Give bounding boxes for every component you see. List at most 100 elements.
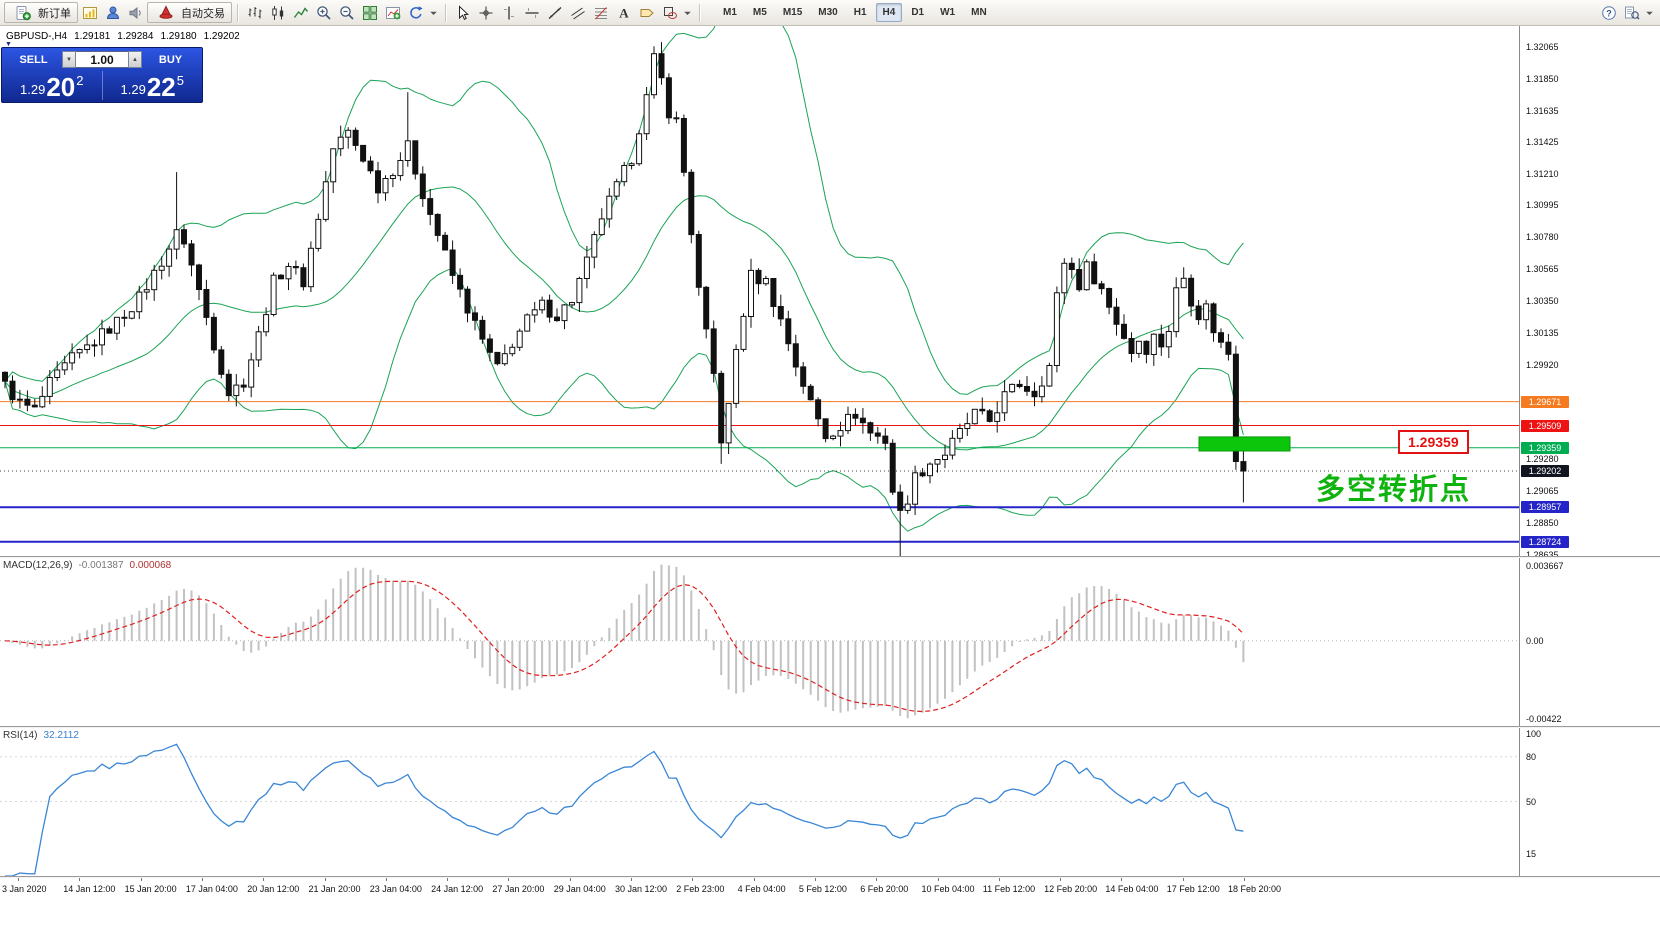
time-axis-label: 30 Jan 12:00 — [615, 884, 668, 894]
dropdown-caret-icon[interactable] — [681, 2, 694, 23]
price-axis-box: 1.29671 — [1521, 396, 1569, 408]
label-tool-icon[interactable] — [635, 2, 658, 23]
new-chart-icon[interactable] — [78, 2, 101, 23]
channel-icon[interactable] — [566, 2, 589, 23]
vertical-line-icon[interactable] — [497, 2, 520, 23]
axis-label: 1.28635 — [1526, 550, 1559, 560]
price-axis-box: 1.29359 — [1521, 442, 1569, 454]
axis-label: 1.30135 — [1526, 328, 1559, 338]
macd-panel[interactable] — [0, 557, 1519, 726]
crosshair-icon[interactable] — [474, 2, 497, 23]
time-axis-label: 17 Jan 04:00 — [185, 884, 238, 894]
axis-label: 1.31210 — [1526, 169, 1559, 179]
price-axis[interactable]: 1.32065 1.31850 1.31635 1.31425 1.31210 1.309… — [1519, 26, 1660, 877]
volume-up-button[interactable]: ▲ — [128, 51, 142, 68]
time-axis-tick — [79, 877, 81, 881]
timeframe-d1-button[interactable]: D1 — [911, 7, 925, 18]
timeframe-m5-button[interactable]: M5 — [752, 7, 767, 18]
price-axis-box: 1.29509 — [1521, 420, 1569, 432]
time-axis-tick — [998, 877, 1000, 881]
rsi-indicator-label: RSI(14) 32.2112 — [3, 730, 79, 741]
time-axis-tick — [263, 877, 265, 881]
fibonacci-icon[interactable] — [589, 2, 612, 23]
toolbar-separator — [699, 3, 700, 22]
time-axis-label: 20 Jan 12:00 — [247, 884, 300, 894]
refresh-icon[interactable] — [404, 2, 427, 23]
autotrading-button[interactable]: 自动交易 — [147, 2, 232, 23]
timeframe-h4-button[interactable]: H4 — [875, 3, 903, 22]
shapes-icon[interactable] — [658, 2, 681, 23]
horizontal-line-icon[interactable] — [520, 2, 543, 23]
turning-point-annotation[interactable]: 多空转折点 — [1316, 474, 1472, 506]
time-axis-tick — [1060, 877, 1062, 881]
help-icon[interactable]: ? — [1597, 2, 1620, 23]
time-axis[interactable]: 3 Jan 2020 14 Jan 12:00 15 Jan 20:00 17 Jan… — [0, 877, 1660, 946]
price-chart[interactable] — [0, 26, 1519, 556]
axis-label: 1.30995 — [1526, 200, 1559, 210]
toolbar-separator — [237, 3, 238, 22]
time-axis-label: 3 Jan 2020 — [2, 884, 47, 894]
indicators-icon[interactable] — [381, 2, 404, 23]
axis-label: 1.31635 — [1526, 106, 1559, 116]
time-axis-tick — [753, 877, 755, 881]
trendline-icon[interactable] — [543, 2, 566, 23]
time-axis-label: 21 Jan 20:00 — [308, 884, 361, 894]
sell-button[interactable]: 1.29 20 2 — [2, 69, 102, 102]
text-tool-icon[interactable]: A — [612, 2, 635, 23]
rsi-panel[interactable] — [0, 727, 1519, 876]
timeframe-m15-button[interactable]: M15 — [782, 7, 803, 18]
volume-input[interactable] — [76, 51, 128, 68]
buy-price-sup: 5 — [176, 73, 184, 88]
axis-label: 100 — [1526, 729, 1542, 739]
axis-label: 1.29280 — [1526, 454, 1559, 464]
time-axis-label: 29 Jan 04:00 — [553, 884, 606, 894]
zoom-in-icon[interactable] — [312, 2, 335, 23]
timeframe-toolbar: M1 M5 M15 M30 H1 H4 D1 W1 MN — [715, 3, 995, 22]
time-axis-tick — [447, 877, 449, 881]
time-axis-label: 5 Feb 12:00 — [798, 884, 847, 894]
time-axis-label: 27 Jan 20:00 — [492, 884, 545, 894]
time-axis-label: 11 Feb 12:00 — [982, 884, 1036, 894]
svg-text:?: ? — [1606, 8, 1612, 18]
dropdown-caret-icon[interactable] — [427, 2, 440, 23]
panel-separator[interactable] — [0, 726, 1660, 727]
alerts-icon[interactable] — [124, 2, 147, 23]
time-axis-tick — [937, 877, 939, 881]
time-axis-tick — [569, 877, 571, 881]
time-axis-tick — [18, 877, 19, 881]
line-chart-icon[interactable] — [289, 2, 312, 23]
time-axis-tick — [1182, 877, 1184, 881]
new-order-icon — [11, 2, 34, 23]
timeframe-h1-button[interactable]: H1 — [853, 7, 867, 18]
time-axis-label: 18 Feb 20:00 — [1228, 884, 1282, 894]
close-value: 1.29202 — [203, 31, 240, 42]
panel-separator[interactable] — [0, 556, 1660, 557]
price-callout-label[interactable]: 1.29359 — [1398, 430, 1469, 454]
one-click-collapse-icon[interactable]: ▼ — [5, 41, 12, 48]
time-axis-tick — [631, 877, 632, 881]
timeframe-m30-button[interactable]: M30 — [818, 7, 838, 18]
price-axis-box: 1.29202 — [1521, 465, 1569, 477]
open-value: 1.29181 — [74, 31, 111, 42]
timeframe-mn-button[interactable]: MN — [971, 7, 987, 18]
buy-price-big: 22 — [146, 71, 176, 102]
timeframe-m1-button[interactable]: M1 — [723, 7, 737, 18]
time-axis-label: 15 Jan 20:00 — [124, 884, 177, 894]
volume-down-button[interactable]: ▼ — [62, 51, 76, 68]
tile-windows-icon[interactable] — [358, 2, 381, 23]
price-axis-box: 1.28957 — [1521, 501, 1569, 513]
cursor-icon[interactable] — [451, 2, 474, 23]
zoom-out-icon[interactable] — [335, 2, 358, 23]
bar-chart-icon[interactable] — [243, 2, 266, 23]
buy-button[interactable]: 1.29 22 5 — [103, 69, 203, 102]
timeframe-w1-button[interactable]: W1 — [940, 7, 956, 18]
candlestick-chart-icon[interactable] — [266, 2, 289, 23]
axis-label: 1.28850 — [1526, 518, 1559, 528]
symbol-search-icon[interactable] — [1620, 2, 1643, 23]
new-order-button[interactable]: 新订单 — [4, 2, 78, 23]
main-toolbar: 新订单 自动交易 A M1 M5 M15 M30 H1 H4 D1 W1 MN ? — [0, 0, 1660, 26]
symbol-period-label: GBPUSD-,H4 — [6, 31, 68, 42]
axis-label: 1.29065 — [1526, 486, 1559, 496]
profiles-icon[interactable] — [101, 2, 124, 23]
dropdown-caret-icon[interactable] — [1643, 2, 1656, 23]
